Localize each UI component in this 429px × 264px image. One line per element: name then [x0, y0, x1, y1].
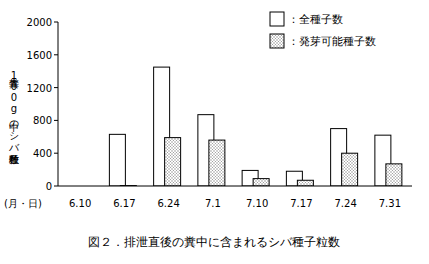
bar: [209, 140, 225, 186]
y-tick-label: 0: [46, 181, 52, 192]
legend-entry: ：発芽可能種子数: [288, 35, 376, 48]
x-axis: [58, 186, 412, 187]
legend-swatch: [270, 34, 284, 48]
bar: [386, 164, 402, 186]
legend-entry: ：全種子数: [288, 13, 343, 26]
y-tick-label: 2000: [27, 17, 52, 28]
title: 図２．排泄直後の糞中に含まれるシバ種子粒数: [88, 235, 340, 249]
x-tick-label: 7.24: [334, 198, 356, 209]
y-tick-label: 400: [33, 148, 52, 159]
bar: [253, 179, 269, 186]
x-tick-label: 6.24: [157, 198, 179, 209]
y-tick: [54, 54, 58, 55]
y-tick: [54, 22, 58, 23]
x-tick-label: 6.10: [69, 198, 91, 209]
y-tick: [54, 186, 58, 187]
y-axis: [58, 22, 59, 186]
bar: [109, 134, 125, 186]
x-label: (月・日): [4, 198, 42, 209]
legend-swatch: [270, 12, 284, 26]
y-tick-label: 800: [33, 115, 52, 126]
bars: [109, 67, 402, 186]
y-tick: [54, 153, 58, 154]
x-tick-label: 7.1: [205, 198, 221, 209]
bar: [342, 153, 358, 186]
x-tick-label: 7.10: [246, 198, 268, 209]
bar: [165, 138, 181, 186]
x-tick-label: 7.17: [290, 198, 312, 209]
y-tick-label: 1600: [27, 50, 52, 61]
y-tick: [54, 120, 58, 121]
y-tick-label: 1200: [27, 83, 52, 94]
x-tick-label: 7.31: [379, 198, 401, 209]
y-label: 牛糞100g中のシバ種子粒数: [8, 70, 20, 165]
y-tick: [54, 87, 58, 88]
x-tick-label: 6.17: [113, 198, 135, 209]
bar: [297, 180, 313, 186]
